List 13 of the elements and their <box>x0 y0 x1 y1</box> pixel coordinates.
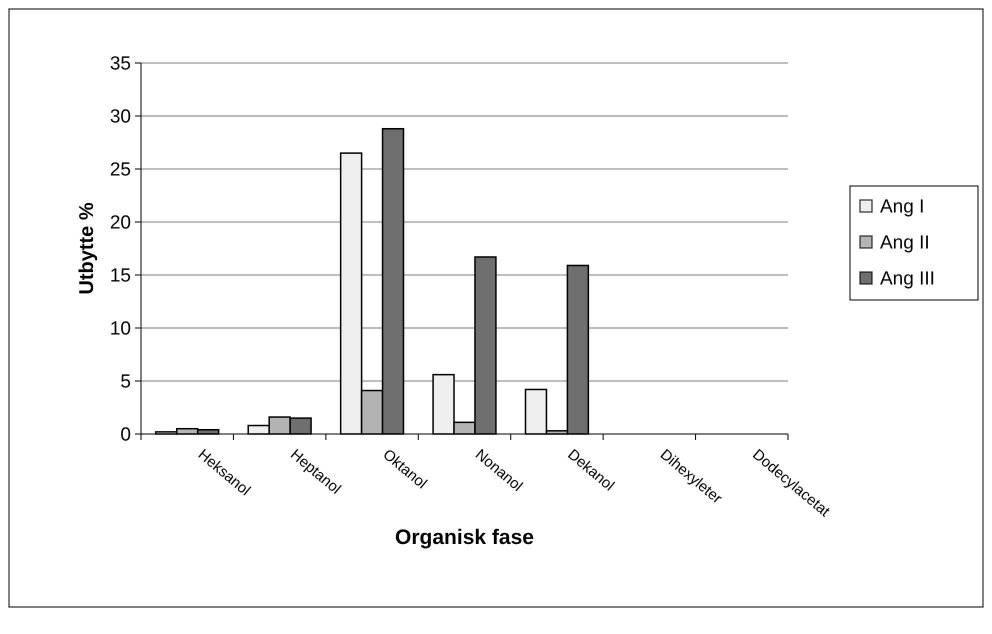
y-tick-label: 25 <box>110 160 131 181</box>
y-tick-label: 20 <box>110 212 131 234</box>
y-tick-label: 10 <box>110 318 131 340</box>
x-axis-title: Organisk fase <box>395 526 534 549</box>
y-axis-title: Utbytte % <box>76 202 98 295</box>
y-tick-label: 30 <box>110 106 131 128</box>
y-tick-label: 0 <box>120 424 131 446</box>
y-tick-label: 15 <box>110 266 131 287</box>
legend-label: Ang III <box>880 268 935 290</box>
y-tick-label: 5 <box>120 372 131 393</box>
legend-label: Ang I <box>880 196 924 218</box>
legend-label: Ang II <box>880 232 930 254</box>
y-tick-label: 35 <box>110 54 131 75</box>
